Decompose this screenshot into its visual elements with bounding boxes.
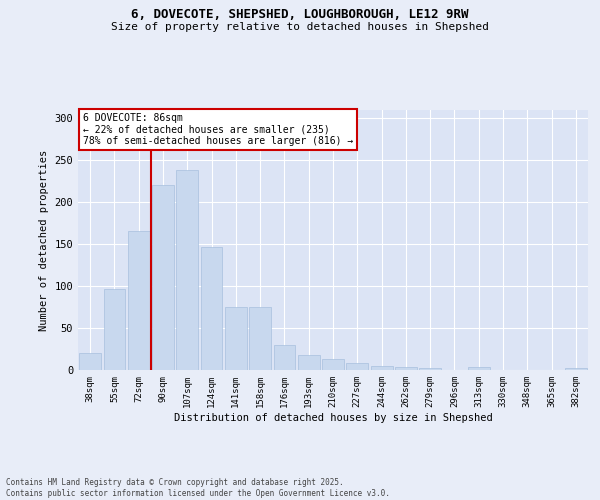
Text: Size of property relative to detached houses in Shepshed: Size of property relative to detached ho… [111,22,489,32]
Bar [249,307,271,370]
Bar [200,246,223,370]
Bar [322,359,344,370]
Bar [128,231,149,370]
Bar [225,307,247,370]
Bar [79,353,101,370]
Bar [346,364,368,370]
Text: Contains HM Land Registry data © Crown copyright and database right 2025.
Contai: Contains HM Land Registry data © Crown c… [6,478,390,498]
Bar [468,368,490,370]
Bar [371,366,392,370]
Bar [395,368,417,370]
Bar [298,355,320,370]
Y-axis label: Number of detached properties: Number of detached properties [39,150,49,330]
Text: 6 DOVECOTE: 86sqm
← 22% of detached houses are smaller (235)
78% of semi-detache: 6 DOVECOTE: 86sqm ← 22% of detached hous… [83,112,353,146]
X-axis label: Distribution of detached houses by size in Shepshed: Distribution of detached houses by size … [173,412,493,422]
Bar [419,368,441,370]
Bar [152,186,174,370]
Bar [565,368,587,370]
Bar [104,288,125,370]
Bar [274,345,295,370]
Text: 6, DOVECOTE, SHEPSHED, LOUGHBOROUGH, LE12 9RW: 6, DOVECOTE, SHEPSHED, LOUGHBOROUGH, LE1… [131,8,469,20]
Bar [176,170,198,370]
